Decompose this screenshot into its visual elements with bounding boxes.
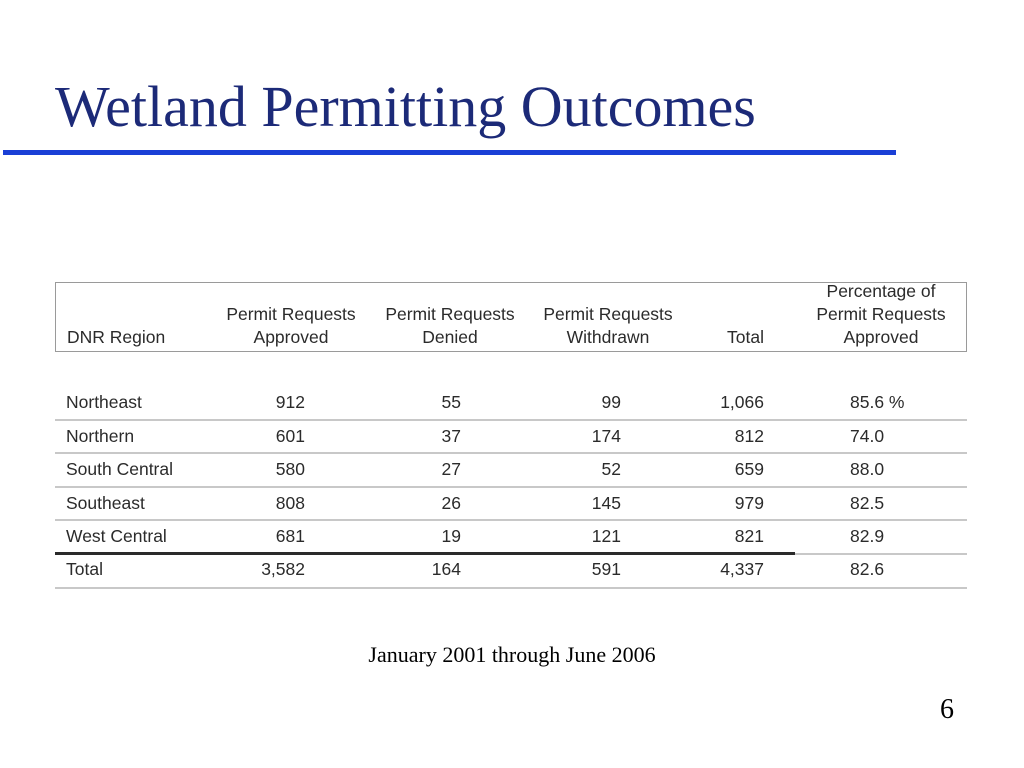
cell-region: West Central [66, 526, 167, 546]
cell-percentage: 82.5 [850, 492, 885, 513]
cell-denied: 26 [441, 492, 461, 513]
cell-region: South Central [66, 459, 174, 479]
cell-approved: 580 [275, 459, 305, 479]
date-range-caption: January 2001 through June 2006 [368, 642, 656, 667]
cell-total: 1,066 [720, 392, 764, 412]
cell-withdrawn: 591 [591, 558, 621, 579]
cell-total: 979 [734, 492, 764, 513]
cell-denied: 164 [431, 558, 461, 579]
table-row: West Central 681 19 121 821 82.9 [55, 521, 967, 555]
cell-region: Southeast [66, 492, 145, 513]
cell-region: Northern [66, 425, 135, 446]
cell-region: Northeast [66, 392, 142, 412]
cell-withdrawn: 174 [591, 425, 621, 446]
cell-denied: 19 [441, 526, 461, 546]
slide-title: Wetland Permitting Outcomes [55, 74, 756, 139]
cell-denied: 27 [441, 459, 461, 479]
cell-total: 812 [734, 425, 764, 446]
table-total-row: Total 3,582 164 591 4,337 82.6 [55, 554, 967, 589]
permit-outcomes-table: DNR Region Permit Requests Approved Perm… [55, 281, 967, 589]
cell-approved: 601 [275, 425, 305, 446]
cell-approved: 912 [275, 392, 305, 412]
header-approved: Permit Requests Approved [226, 304, 356, 347]
table-header: DNR Region Permit Requests Approved Perm… [55, 281, 967, 352]
table-body: Northeast 912 55 99 1,066 85.6 % Norther… [55, 387, 967, 589]
table-row: Northern 601 37 174 812 74.0 [55, 421, 967, 454]
header-percentage-approved: Percentage of Permit Requests Approved [816, 281, 946, 347]
cell-region: Total [66, 558, 103, 579]
cell-denied: 37 [441, 425, 461, 446]
table-row: Southeast 808 26 145 979 82.5 [55, 488, 967, 521]
header-withdrawn: Permit Requests Withdrawn [543, 304, 673, 347]
cell-approved: 808 [275, 492, 305, 513]
header-denied: Permit Requests Denied [385, 304, 515, 347]
cell-approved: 3,582 [261, 558, 305, 579]
cell-percentage: 82.9 [850, 526, 885, 546]
header-dnr-region: DNR Region [67, 327, 166, 347]
cell-withdrawn: 52 [601, 459, 621, 479]
cell-percentage: 88.0 [850, 459, 885, 479]
cell-withdrawn: 145 [591, 492, 621, 513]
cell-percentage: 85.6 % [850, 392, 905, 412]
cell-withdrawn: 121 [591, 526, 621, 546]
table-row: Northeast 912 55 99 1,066 85.6 % [55, 387, 967, 421]
table-row: South Central 580 27 52 659 88.0 [55, 454, 967, 488]
header-total: Total [727, 327, 764, 347]
title-underline [3, 150, 896, 155]
cell-withdrawn: 99 [601, 392, 621, 412]
cell-percentage: 82.6 [850, 558, 885, 579]
cell-total: 659 [734, 459, 764, 479]
page-number: 6 [940, 694, 954, 725]
cell-approved: 681 [275, 526, 305, 546]
cell-denied: 55 [441, 392, 461, 412]
cell-total: 4,337 [720, 558, 764, 579]
cell-total: 821 [734, 526, 764, 546]
cell-percentage: 74.0 [850, 425, 885, 446]
